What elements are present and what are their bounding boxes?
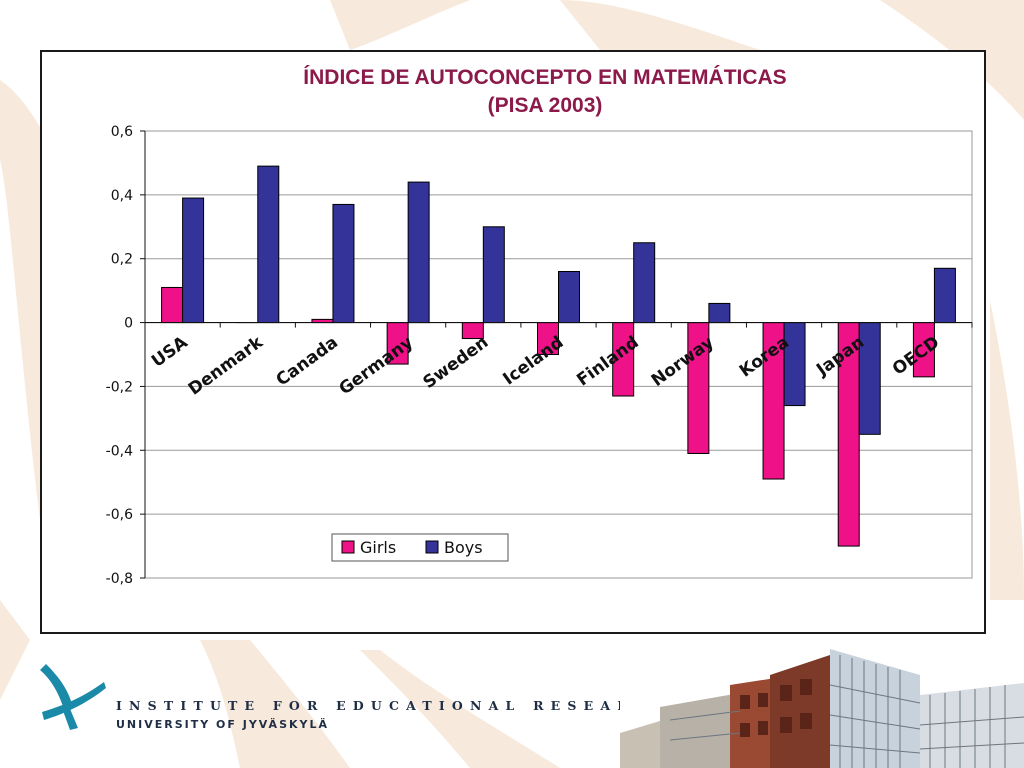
legend-swatch-boys [425, 540, 439, 554]
bar-boys-norway [708, 302, 731, 324]
y-tick-label: -0,2 [106, 379, 133, 395]
y-tick-label: -0,6 [106, 507, 133, 523]
y-tick-label: -0,8 [106, 571, 133, 587]
category-label: USA [148, 332, 192, 372]
institute-name: INSTITUTE FOR EDUCATIONAL RESEARCH [116, 698, 671, 713]
chart-axes [140, 130, 973, 579]
chart-bars [161, 165, 956, 547]
y-tick-label: 0,2 [111, 252, 133, 268]
legend-label-girls: Girls [360, 538, 396, 557]
chart-title: ÍNDICE DE AUTOCONCEPTO EN MATEMÁTICAS [303, 66, 786, 89]
category-label: Sweden [420, 332, 493, 392]
bar-boys-sweden [482, 226, 505, 324]
y-tick-labels: 0,6 0,4 0,2 0 -0,2 -0,4 -0,6 -0,8 [106, 124, 133, 587]
bar-chart: ÍNDICE DE AUTOCONCEPTO EN MATEMÁTICAS (P… [106, 66, 973, 587]
category-label: Germany [336, 332, 418, 399]
legend-box [331, 533, 509, 562]
category-label: Iceland [499, 332, 567, 389]
legend-swatch-girls [341, 540, 355, 554]
bar-boys-iceland [558, 270, 580, 324]
bar-boys-korea [783, 322, 806, 407]
y-tick-label: -0,4 [106, 443, 133, 459]
y-tick-label: 0 [124, 316, 133, 332]
chart-frame: ÍNDICE DE AUTOCONCEPTO EN MATEMÁTICAS (P… [40, 50, 986, 634]
institute-footer: INSTITUTE FOR EDUCATIONAL RESEARCH UNIVE… [116, 698, 671, 731]
bar-boys-japan [858, 322, 881, 435]
bar-boys-oecd [933, 267, 956, 324]
y-tick-label: 0,4 [111, 188, 133, 204]
university-name: UNIVERSITY OF JYVÄSKYLÄ [116, 718, 330, 731]
legend: Girls Boys [331, 533, 509, 562]
chart-grid [144, 130, 973, 579]
bar-boys-canada [332, 203, 355, 324]
legend-label-boys: Boys [444, 538, 483, 557]
category-label: Denmark [185, 332, 267, 400]
building-photo [620, 645, 1024, 768]
y-tick-label: 0,6 [111, 124, 133, 140]
bar-boys-denmark [257, 165, 280, 324]
bar-boys-usa [182, 197, 205, 324]
chart-subtitle: (PISA 2003) [488, 94, 603, 117]
bar-boys-finland [633, 242, 656, 324]
category-label: Canada [273, 332, 342, 390]
institute-logo [40, 664, 106, 730]
bar-boys-germany [407, 181, 430, 324]
bar-girls-usa [161, 286, 184, 324]
